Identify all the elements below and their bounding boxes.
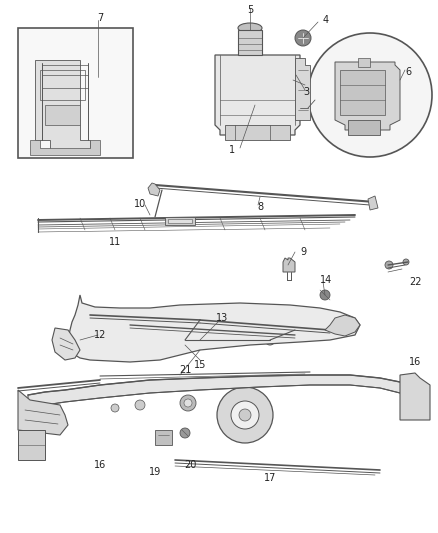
Text: 17: 17 [264,473,276,483]
Circle shape [295,30,311,46]
Polygon shape [215,55,300,135]
Circle shape [293,70,303,80]
Circle shape [385,261,393,269]
Text: 7: 7 [97,13,103,23]
Polygon shape [155,430,172,445]
Circle shape [149,327,161,339]
Polygon shape [283,258,295,272]
Text: 22: 22 [409,277,421,287]
Text: 20: 20 [184,460,196,470]
Text: 16: 16 [409,357,421,367]
Text: 5: 5 [247,5,253,15]
Text: 1: 1 [229,145,235,155]
Polygon shape [45,105,80,125]
Bar [18,28,133,158]
Circle shape [308,33,432,157]
Polygon shape [52,328,80,360]
Text: 16: 16 [94,460,106,470]
Circle shape [184,399,192,407]
Text: 21: 21 [179,365,191,375]
Polygon shape [358,58,370,67]
Polygon shape [35,60,90,150]
Polygon shape [238,30,262,55]
Text: 3: 3 [303,87,309,97]
Circle shape [152,330,157,335]
Polygon shape [400,373,430,420]
Circle shape [229,331,241,343]
Polygon shape [335,62,400,130]
Polygon shape [225,125,290,140]
Polygon shape [18,430,45,460]
Polygon shape [30,140,100,155]
Ellipse shape [238,23,262,33]
Text: 14: 14 [320,275,332,285]
Circle shape [231,401,259,429]
Circle shape [180,428,190,438]
Text: 9: 9 [300,247,306,257]
Text: 6: 6 [405,67,411,77]
Circle shape [239,409,251,421]
Circle shape [197,318,203,324]
Ellipse shape [355,123,373,131]
Circle shape [135,400,145,410]
Polygon shape [340,70,385,115]
Polygon shape [368,196,378,210]
Polygon shape [148,183,160,196]
Text: 4: 4 [323,15,329,25]
Circle shape [86,312,94,320]
Circle shape [111,404,119,412]
Text: 13: 13 [216,313,228,323]
Polygon shape [28,375,420,415]
Circle shape [217,387,273,443]
Polygon shape [295,58,310,120]
Polygon shape [348,120,380,135]
Text: 8: 8 [257,202,263,212]
Circle shape [233,335,237,340]
Polygon shape [68,295,360,362]
Circle shape [403,259,409,265]
Text: 15: 15 [194,360,206,370]
Circle shape [268,338,272,342]
Text: 10: 10 [134,199,146,209]
Polygon shape [165,217,195,225]
Circle shape [265,335,275,345]
Circle shape [180,395,196,411]
Circle shape [320,290,330,300]
Text: 19: 19 [149,467,161,477]
Polygon shape [168,219,192,223]
Polygon shape [325,315,360,336]
Text: 11: 11 [109,237,121,247]
Circle shape [322,323,338,339]
Text: 12: 12 [94,330,106,340]
Circle shape [81,307,99,325]
Polygon shape [18,390,68,435]
Circle shape [336,319,348,331]
Circle shape [327,328,333,334]
Circle shape [192,313,208,329]
